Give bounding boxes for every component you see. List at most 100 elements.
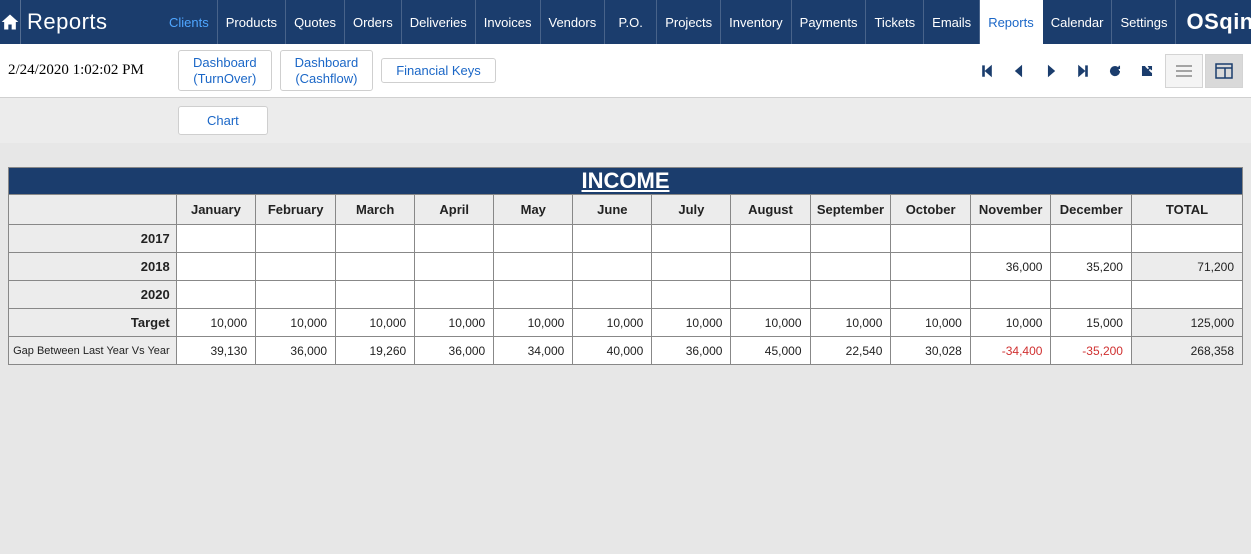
table-cell: 268,358 <box>1131 337 1242 365</box>
nav-tab-calendar[interactable]: Calendar <box>1043 0 1113 44</box>
next-icon[interactable] <box>1035 55 1067 87</box>
button-label: Dashboard <box>193 55 257 71</box>
table-cell: 125,000 <box>1131 309 1242 337</box>
financial-keys-button[interactable]: Financial Keys <box>381 58 496 84</box>
table-cell: 36,000 <box>970 253 1051 281</box>
nav-tab-deliveries[interactable]: Deliveries <box>402 0 476 44</box>
first-icon[interactable] <box>971 55 1003 87</box>
table-header-row: JanuaryFebruaryMarchAprilMayJuneJulyAugu… <box>9 195 1243 225</box>
table-cell <box>1051 281 1132 309</box>
grid-view-button[interactable] <box>1205 54 1243 88</box>
table-cell: 10,000 <box>891 309 970 337</box>
nav-tab-clients[interactable]: Clients <box>161 0 218 44</box>
row-label: 2018 <box>9 253 177 281</box>
nav-tab-po[interactable]: P.O. <box>605 0 657 44</box>
page-title: Reports <box>21 0 161 44</box>
table-cell <box>731 253 810 281</box>
table-cell <box>652 281 731 309</box>
table-cell: 10,000 <box>731 309 810 337</box>
nav-tab-settings[interactable]: Settings <box>1112 0 1176 44</box>
table-cell <box>573 225 652 253</box>
prev-icon[interactable] <box>1003 55 1035 87</box>
table-cell: 10,000 <box>494 309 573 337</box>
table-cell <box>652 253 731 281</box>
table-header-cell: TOTAL <box>1131 195 1242 225</box>
table-cell: 35,200 <box>1051 253 1132 281</box>
table-cell <box>1051 225 1132 253</box>
table-cell: 10,000 <box>415 309 494 337</box>
popout-icon[interactable] <box>1131 55 1163 87</box>
table-cell: 10,000 <box>256 309 336 337</box>
table-cell: 10,000 <box>810 309 891 337</box>
table-header-cell: February <box>256 195 336 225</box>
table-cell: 10,000 <box>652 309 731 337</box>
logo-text: OSqin <box>1186 9 1251 35</box>
table-header-cell: November <box>970 195 1051 225</box>
table-cell: 36,000 <box>652 337 731 365</box>
table-cell <box>573 253 652 281</box>
table-cell: 36,000 <box>415 337 494 365</box>
table-cell <box>1131 281 1242 309</box>
table-cell: 30,028 <box>891 337 970 365</box>
table-cell: 10,000 <box>970 309 1051 337</box>
button-label: Dashboard <box>295 55 359 71</box>
nav-tab-reports[interactable]: Reports <box>980 0 1043 44</box>
row-label: Gap Between Last Year Vs Year <box>9 337 177 365</box>
dashboard-cashflow-button[interactable]: Dashboard (Cashflow) <box>280 50 374 91</box>
button-label: Financial Keys <box>396 63 481 79</box>
refresh-icon[interactable] <box>1099 55 1131 87</box>
home-icon[interactable] <box>0 0 21 44</box>
table-header-blank <box>9 195 177 225</box>
table-row: 2020 <box>9 281 1243 309</box>
chart-button[interactable]: Chart <box>178 106 268 135</box>
nav-tab-orders[interactable]: Orders <box>345 0 402 44</box>
table-cell: -35,200 <box>1051 337 1132 365</box>
table-cell <box>256 225 336 253</box>
table-header-cell: March <box>336 195 415 225</box>
nav-tab-inventory[interactable]: Inventory <box>721 0 791 44</box>
nav-tab-tickets[interactable]: Tickets <box>866 0 924 44</box>
table-cell <box>891 281 970 309</box>
table-cell: 40,000 <box>573 337 652 365</box>
table-cell <box>256 253 336 281</box>
row-label: Target <box>9 309 177 337</box>
table-cell: 22,540 <box>810 337 891 365</box>
table-cell <box>336 281 415 309</box>
table-cell <box>970 281 1051 309</box>
table-row: 2018 36,00035,20071,200 <box>9 253 1243 281</box>
nav-tab-invoices[interactable]: Invoices <box>476 0 541 44</box>
report-nav-icons <box>971 54 1243 88</box>
table-cell <box>494 253 573 281</box>
nav-tab-payments[interactable]: Payments <box>792 0 867 44</box>
nav-tab-vendors[interactable]: Vendors <box>541 0 606 44</box>
dashboard-turnover-button[interactable]: Dashboard (TurnOver) <box>178 50 272 91</box>
top-nav: Reports ClientsProductsQuotesOrdersDeliv… <box>0 0 1251 44</box>
table-header-cell: July <box>652 195 731 225</box>
table-cell <box>731 281 810 309</box>
table-cell: 34,000 <box>494 337 573 365</box>
last-icon[interactable] <box>1067 55 1099 87</box>
nav-tab-projects[interactable]: Projects <box>657 0 721 44</box>
table-cell: 15,000 <box>1051 309 1132 337</box>
table-row: 2017 <box>9 225 1243 253</box>
table-cell: 71,200 <box>1131 253 1242 281</box>
table-cell <box>891 225 970 253</box>
table-cell: 10,000 <box>336 309 415 337</box>
table-cell <box>176 281 255 309</box>
nav-tab-products[interactable]: Products <box>218 0 286 44</box>
table-cell: 19,260 <box>336 337 415 365</box>
table-header-cell: August <box>731 195 810 225</box>
secondary-bar: 2/24/2020 1:02:02 PM Dashboard (TurnOver… <box>0 44 1251 98</box>
table-cell <box>415 281 494 309</box>
list-view-button[interactable] <box>1165 54 1203 88</box>
brand-logo: OSqin . C rm om <box>1176 0 1251 44</box>
table-cell <box>810 225 891 253</box>
nav-tab-quotes[interactable]: Quotes <box>286 0 345 44</box>
button-label: (TurnOver) <box>193 71 256 87</box>
table-cell: 36,000 <box>256 337 336 365</box>
table-cell <box>415 253 494 281</box>
table-header-cell: December <box>1051 195 1132 225</box>
timestamp: 2/24/2020 1:02:02 PM <box>8 62 178 79</box>
nav-tab-emails[interactable]: Emails <box>924 0 980 44</box>
table-cell: 10,000 <box>176 309 255 337</box>
